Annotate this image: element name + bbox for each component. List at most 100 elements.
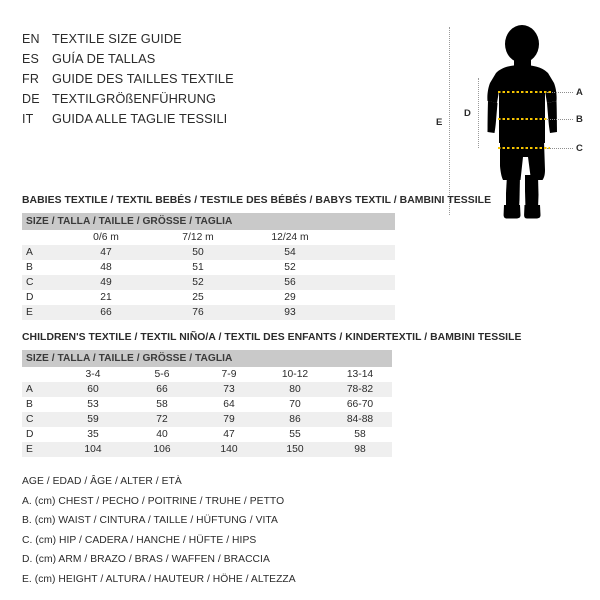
label-e-height: E	[436, 117, 443, 128]
language-code-fr: FR	[22, 72, 40, 86]
table-row: D 35 40 47 55 58	[22, 426, 392, 442]
hip-leader-line	[547, 148, 573, 149]
babies-col-header-1: 7/12 m	[152, 229, 244, 245]
language-row-en: EN TEXTILE SIZE GUIDE	[22, 31, 422, 51]
waist-measure-line	[498, 118, 548, 120]
children-row-key-e: E	[22, 441, 58, 457]
children-cell: 47	[196, 426, 262, 442]
table-row: E 66 76 93	[22, 304, 395, 320]
children-row-key-d: D	[22, 426, 58, 442]
measurement-legend: AGE / EDAD / ÂGE / ALTER / ETÀ A. (cm) C…	[22, 472, 296, 590]
chest-leader-line	[547, 92, 573, 93]
babies-col-header-2: 12/24 m	[244, 229, 336, 245]
children-cell: 84-88	[328, 411, 392, 427]
table-row: C 49 52 56	[22, 274, 395, 290]
legend-line-hip: C. (cm) HIP / CADERA / HANCHE / HÜFTE / …	[22, 534, 257, 546]
language-title-fr: GUIDE DES TAILLES TEXTILE	[52, 71, 234, 86]
babies-cell: 47	[60, 244, 152, 260]
children-row-key-b: B	[22, 396, 58, 412]
children-cell: 79	[196, 411, 262, 427]
children-cell: 150	[262, 441, 328, 457]
language-row-de: DE TEXTILGRÖßENFÜHRUNG	[22, 91, 422, 111]
children-col-header-1: 5-6	[128, 366, 196, 382]
label-a-chest: A	[576, 87, 583, 98]
body-measurement-diagram: E D A B C	[430, 25, 600, 220]
children-cell: 140	[196, 441, 262, 457]
babies-row-key-d: D	[22, 289, 60, 305]
table-row: C 59 72 79 86 84-88	[22, 411, 392, 427]
babies-cell: 49	[60, 274, 152, 290]
legend-line-height: E. (cm) HEIGHT / ALTURA / HAUTEUR / HÖHE…	[22, 573, 296, 585]
children-cell: 78-82	[328, 381, 392, 397]
legend-line-age: AGE / EDAD / ÂGE / ALTER / ETÀ	[22, 476, 182, 487]
language-title-it: GUIDA ALLE TAGLIE TESSILI	[52, 111, 228, 126]
table-row: B 48 51 52	[22, 259, 395, 275]
language-title-en: TEXTILE SIZE GUIDE	[52, 31, 182, 46]
children-cell: 59	[58, 411, 128, 427]
table-row: D 21 25 29	[22, 289, 395, 305]
children-cell: 40	[128, 426, 196, 442]
language-code-de: DE	[22, 92, 40, 106]
babies-size-table-block: BABIES TEXTILE / TEXTIL BEBÉS / TESTILE …	[22, 195, 491, 320]
children-col-header-4: 13-14	[328, 366, 392, 382]
child-silhouette-icon	[487, 25, 557, 219]
babies-cell: 21	[60, 289, 152, 305]
babies-row-key-c: C	[22, 274, 60, 290]
children-table-caption: CHILDREN'S TEXTILE / TEXTIL NIÑO/A / TEX…	[22, 332, 522, 343]
children-cell: 66-70	[328, 396, 392, 412]
children-cell: 72	[128, 411, 196, 427]
babies-cell: 66	[60, 304, 152, 320]
babies-row-key-e: E	[22, 304, 60, 320]
children-cell: 104	[58, 441, 128, 457]
children-cell: 66	[128, 381, 196, 397]
language-row-es: ES GUÍA DE TALLAS	[22, 51, 422, 71]
arm-guide-line	[478, 78, 479, 148]
children-cell: 60	[58, 381, 128, 397]
children-cell: 73	[196, 381, 262, 397]
language-code-en: EN	[22, 32, 40, 46]
language-row-it: IT GUIDA ALLE TAGLIE TESSILI	[22, 111, 422, 131]
children-size-table-block: CHILDREN'S TEXTILE / TEXTIL NIÑO/A / TEX…	[22, 332, 522, 457]
children-size-table: 3-4 5-6 7-9 10-12 13-14 A 60 66 73 80 78…	[22, 366, 392, 457]
babies-cell: 54	[244, 244, 336, 260]
waist-leader-line	[547, 119, 573, 120]
children-cell: 70	[262, 396, 328, 412]
table-row: E 104 106 140 150 98	[22, 441, 392, 457]
table-row: A 60 66 73 80 78-82	[22, 381, 392, 397]
language-row-fr: FR GUIDE DES TAILLES TEXTILE	[22, 71, 422, 91]
children-cell: 53	[58, 396, 128, 412]
babies-cell: 50	[152, 244, 244, 260]
legend-line-chest: A. (cm) CHEST / PECHO / POITRINE / TRUHE…	[22, 495, 285, 507]
language-title-block: EN TEXTILE SIZE GUIDE ES GUÍA DE TALLAS …	[22, 31, 422, 131]
babies-row-key-b: B	[22, 259, 60, 275]
babies-size-header: SIZE / TALLA / TAILLE / GRÖSSE / TAGLIA	[22, 213, 395, 230]
children-cell: 58	[128, 396, 196, 412]
children-size-header: SIZE / TALLA / TAILLE / GRÖSSE / TAGLIA	[22, 350, 392, 367]
table-row: A 47 50 54	[22, 244, 395, 260]
babies-cell: 48	[60, 259, 152, 275]
babies-cell: 52	[244, 259, 336, 275]
children-col-label-blank	[22, 366, 58, 382]
babies-cell: 25	[152, 289, 244, 305]
children-col-header-3: 10-12	[262, 366, 328, 382]
legend-line-waist: B. (cm) WAIST / CINTURA / TAILLE / HÜFTU…	[22, 515, 278, 527]
children-cell: 106	[128, 441, 196, 457]
children-cell: 35	[58, 426, 128, 442]
babies-cell: 52	[152, 274, 244, 290]
label-c-hip: C	[576, 143, 583, 154]
children-row-key-c: C	[22, 411, 58, 427]
hip-measure-line	[498, 147, 550, 149]
chest-measure-line	[498, 91, 552, 93]
children-cell: 98	[328, 441, 392, 457]
table-row: 3-4 5-6 7-9 10-12 13-14	[22, 366, 392, 382]
legend-line-arm: D. (cm) ARM / BRAZO / BRAS / WAFFEN / BR…	[22, 554, 270, 566]
babies-row-key-a: A	[22, 244, 60, 260]
table-row: 0/6 m 7/12 m 12/24 m	[22, 229, 395, 245]
height-guide-line	[449, 27, 450, 215]
children-cell: 86	[262, 411, 328, 427]
babies-cell: 51	[152, 259, 244, 275]
babies-col-header-0: 0/6 m	[60, 229, 152, 245]
children-cell: 55	[262, 426, 328, 442]
language-code-it: IT	[22, 112, 34, 126]
children-col-header-2: 7-9	[196, 366, 262, 382]
